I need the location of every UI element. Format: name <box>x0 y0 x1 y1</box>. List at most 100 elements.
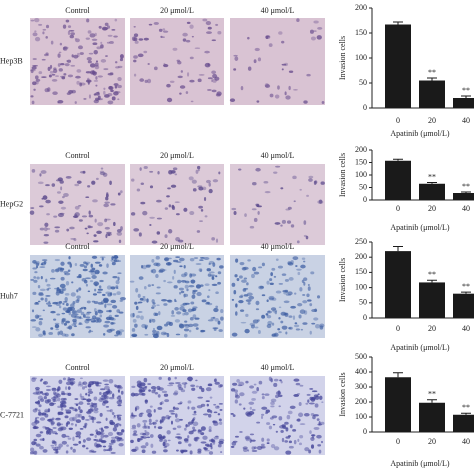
cell <box>190 273 197 277</box>
cell <box>50 327 54 330</box>
cell <box>32 392 39 395</box>
column-label: Control <box>65 363 90 372</box>
cell <box>298 314 302 319</box>
y-tick-label: 200 <box>355 397 367 406</box>
cell <box>196 291 202 297</box>
cell <box>176 433 181 436</box>
cell <box>46 227 51 230</box>
cell <box>164 257 170 262</box>
cell <box>54 432 58 435</box>
significance-label: ** <box>428 172 436 181</box>
cell <box>63 301 68 303</box>
cell <box>116 431 120 435</box>
cell <box>278 416 283 421</box>
cell <box>132 433 138 437</box>
cell <box>85 283 88 287</box>
cell <box>146 413 153 417</box>
column-label: Control <box>65 242 90 251</box>
y-axis-label: Invasion cells <box>338 153 347 197</box>
cell <box>85 71 92 74</box>
cell <box>51 439 56 445</box>
cell <box>261 393 265 396</box>
cell <box>192 418 195 422</box>
cell <box>309 29 314 34</box>
cell <box>40 297 44 301</box>
cell <box>306 293 310 298</box>
cell <box>144 430 147 432</box>
cell <box>285 331 288 335</box>
cell <box>233 211 237 216</box>
cell <box>74 423 77 427</box>
cell <box>281 424 286 427</box>
cell <box>104 320 111 324</box>
cell <box>100 388 106 391</box>
cell <box>121 429 125 433</box>
cell <box>313 20 319 24</box>
cell <box>108 447 113 451</box>
cell <box>86 437 92 441</box>
cell <box>117 98 120 101</box>
cell <box>37 391 43 394</box>
cell <box>134 407 137 412</box>
cell <box>99 431 103 435</box>
cell <box>146 436 151 439</box>
cell <box>110 203 116 206</box>
cell <box>156 385 161 390</box>
cell <box>296 418 301 422</box>
cell <box>112 305 118 309</box>
cell <box>33 279 38 283</box>
cell <box>184 284 189 289</box>
cell <box>95 84 98 87</box>
cell <box>93 49 98 55</box>
cell <box>138 381 143 386</box>
bar <box>419 183 445 200</box>
cell <box>74 398 79 400</box>
error-bar <box>461 95 471 98</box>
cell <box>131 333 138 338</box>
cell <box>108 444 113 448</box>
cell <box>74 37 77 40</box>
cell <box>206 301 210 304</box>
cell <box>83 98 87 100</box>
cell <box>234 56 239 61</box>
cell <box>62 302 65 305</box>
cell <box>64 272 71 276</box>
cell <box>90 263 93 268</box>
cell <box>235 392 238 398</box>
cell <box>72 301 76 305</box>
cell <box>56 191 62 194</box>
cell <box>179 85 186 89</box>
cell <box>184 302 190 305</box>
cell <box>288 445 294 449</box>
cell <box>42 195 48 200</box>
cell <box>79 82 83 87</box>
cell <box>251 208 257 211</box>
cell <box>78 322 82 325</box>
cell <box>34 417 38 422</box>
cell <box>263 180 269 184</box>
column-label: 20 μmol/L <box>160 151 194 160</box>
cell <box>103 434 109 438</box>
cell <box>184 333 188 338</box>
cell <box>111 318 116 321</box>
cell <box>208 263 211 265</box>
cell <box>88 409 95 411</box>
cell <box>268 295 275 300</box>
cell <box>80 311 85 316</box>
cell <box>136 315 141 319</box>
y-tick-label: 400 <box>355 367 367 376</box>
cell <box>208 182 212 187</box>
cell <box>194 47 201 50</box>
cell <box>278 316 281 320</box>
cell <box>104 22 109 26</box>
cell <box>94 317 101 320</box>
cell <box>118 239 122 244</box>
cell <box>162 441 166 447</box>
cell <box>266 438 270 442</box>
cell <box>96 421 102 424</box>
significance-label: ** <box>428 390 436 399</box>
cell <box>143 50 148 54</box>
cell <box>170 412 176 415</box>
cell <box>277 390 281 395</box>
cell <box>271 333 277 337</box>
